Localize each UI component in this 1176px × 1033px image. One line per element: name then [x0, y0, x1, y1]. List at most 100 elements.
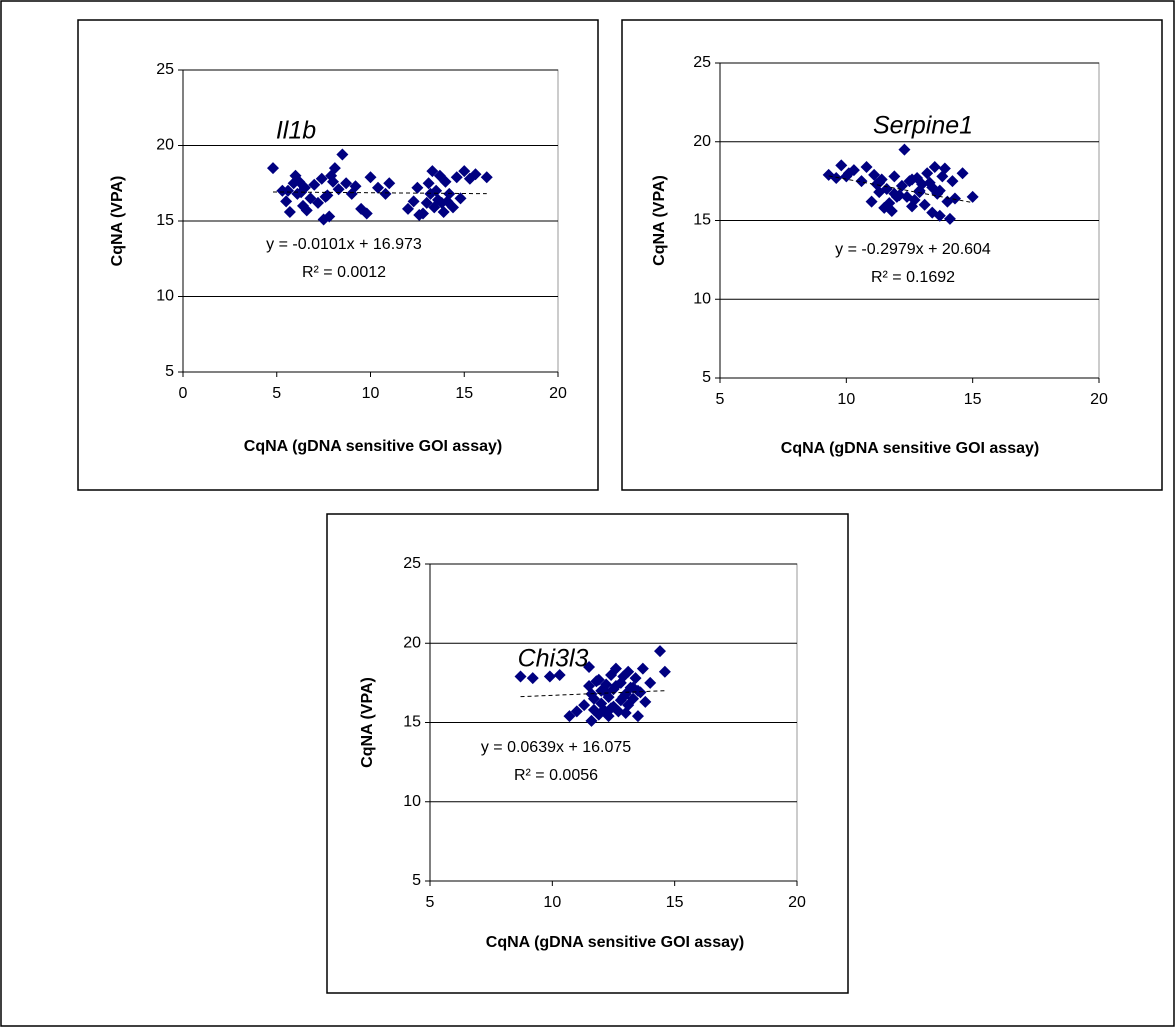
r-squared: R² = 0.0012: [302, 264, 386, 281]
data-point: [644, 676, 657, 689]
trend-equation: y = -0.0101x + 16.973: [266, 236, 422, 253]
chart-panel: 5 10 15 20 25 5 10 15 20 Chi3l3 y = 0.0639x + 16.0…: [326, 513, 849, 994]
data-point: [938, 162, 951, 175]
data-point: [888, 187, 901, 200]
data-point: [454, 192, 467, 205]
trend-equation: y = -0.2979x + 20.604: [835, 241, 991, 258]
data-point: [943, 212, 956, 225]
y-tick-label: 15: [403, 714, 421, 731]
data-point: [908, 194, 921, 207]
data-point: [885, 205, 898, 218]
y-tick-label: 25: [156, 61, 174, 78]
x-tick-label: 15: [666, 894, 684, 911]
x-tick-label: 5: [426, 894, 435, 911]
data-point: [283, 205, 296, 218]
x-tick-label: 20: [1090, 391, 1108, 408]
data-point: [340, 177, 353, 190]
y-tick-label: 5: [702, 369, 711, 386]
y-tick-label: 10: [156, 288, 174, 305]
data-point: [933, 184, 946, 197]
data-point: [639, 695, 652, 708]
data-point: [921, 167, 934, 180]
data-point: [830, 171, 843, 184]
data-point: [480, 171, 493, 184]
x-tick-label: 20: [788, 894, 806, 911]
data-point: [411, 181, 424, 194]
panel-frame: [77, 19, 599, 491]
data-point: [578, 699, 591, 712]
data-point: [956, 167, 969, 180]
data-point: [913, 184, 926, 197]
data-point: [627, 681, 640, 694]
data-point: [439, 175, 452, 188]
x-tick-label: 15: [964, 391, 982, 408]
data-point: [308, 178, 321, 191]
data-point: [323, 210, 336, 223]
y-tick-label: 25: [693, 54, 711, 71]
data-point: [629, 672, 642, 685]
data-point: [585, 714, 598, 727]
x-axis-label: CqNA (gDNA sensitive GOI assay): [781, 440, 1039, 457]
trend-equation: y = 0.0639x + 16.075: [481, 739, 631, 756]
panel-frame: [621, 19, 1163, 491]
y-tick-label: 5: [165, 363, 174, 380]
chart-title: Serpine1: [873, 112, 973, 140]
data-point: [570, 705, 583, 718]
y-tick-label: 20: [403, 634, 421, 651]
data-point: [312, 196, 324, 209]
data-point: [605, 702, 618, 715]
data-point: [450, 171, 463, 184]
data-point: [426, 165, 439, 178]
trendline: [828, 175, 973, 204]
data-point: [609, 662, 622, 675]
data-point: [469, 168, 482, 181]
data-point: [514, 670, 527, 683]
y-axis-label: CqNA (VPA): [651, 175, 668, 266]
data-point: [918, 198, 931, 211]
data-point: [600, 686, 613, 699]
data-point: [383, 177, 396, 190]
data-point: [372, 181, 384, 194]
trendline: [272, 191, 487, 195]
data-point: [336, 148, 349, 161]
chart-panel: 5 10 15 20 25 5 10 15 20 Serpine1 y = -0.2979x + 2…: [621, 19, 1163, 491]
data-point: [617, 691, 630, 704]
data-point: [420, 196, 433, 209]
y-axis-label: CqNA (VPA): [359, 677, 376, 768]
data-point: [906, 173, 919, 186]
data-point: [563, 710, 576, 723]
x-tick-label: 10: [362, 385, 380, 402]
data-point: [888, 170, 901, 183]
data-point: [315, 172, 328, 185]
data-point: [873, 176, 886, 189]
data-point: [300, 204, 313, 217]
data-point: [653, 645, 666, 658]
y-tick-label: 15: [156, 212, 174, 229]
data-point: [364, 171, 377, 184]
y-tick-label: 10: [693, 290, 711, 307]
x-tick-label: 0: [179, 385, 188, 402]
x-axis-label: CqNA (gDNA sensitive GOI assay): [486, 934, 744, 951]
x-tick-label: 5: [716, 391, 725, 408]
data-point: [458, 165, 471, 178]
x-tick-label: 15: [455, 385, 473, 402]
data-point: [842, 167, 855, 180]
y-tick-label: 20: [156, 137, 174, 154]
data-point: [280, 195, 293, 208]
data-point: [933, 209, 946, 222]
y-tick-label: 5: [412, 872, 421, 889]
data-point: [282, 184, 294, 197]
data-point: [898, 143, 911, 156]
data-point: [553, 668, 566, 681]
data-point: [865, 195, 878, 208]
y-tick-label: 10: [403, 793, 421, 810]
data-point: [636, 662, 649, 675]
data-point: [422, 177, 435, 190]
data-point: [413, 208, 426, 221]
data-point: [543, 670, 556, 683]
data-point: [868, 168, 881, 181]
data-point: [267, 162, 279, 175]
data-point: [946, 175, 959, 188]
